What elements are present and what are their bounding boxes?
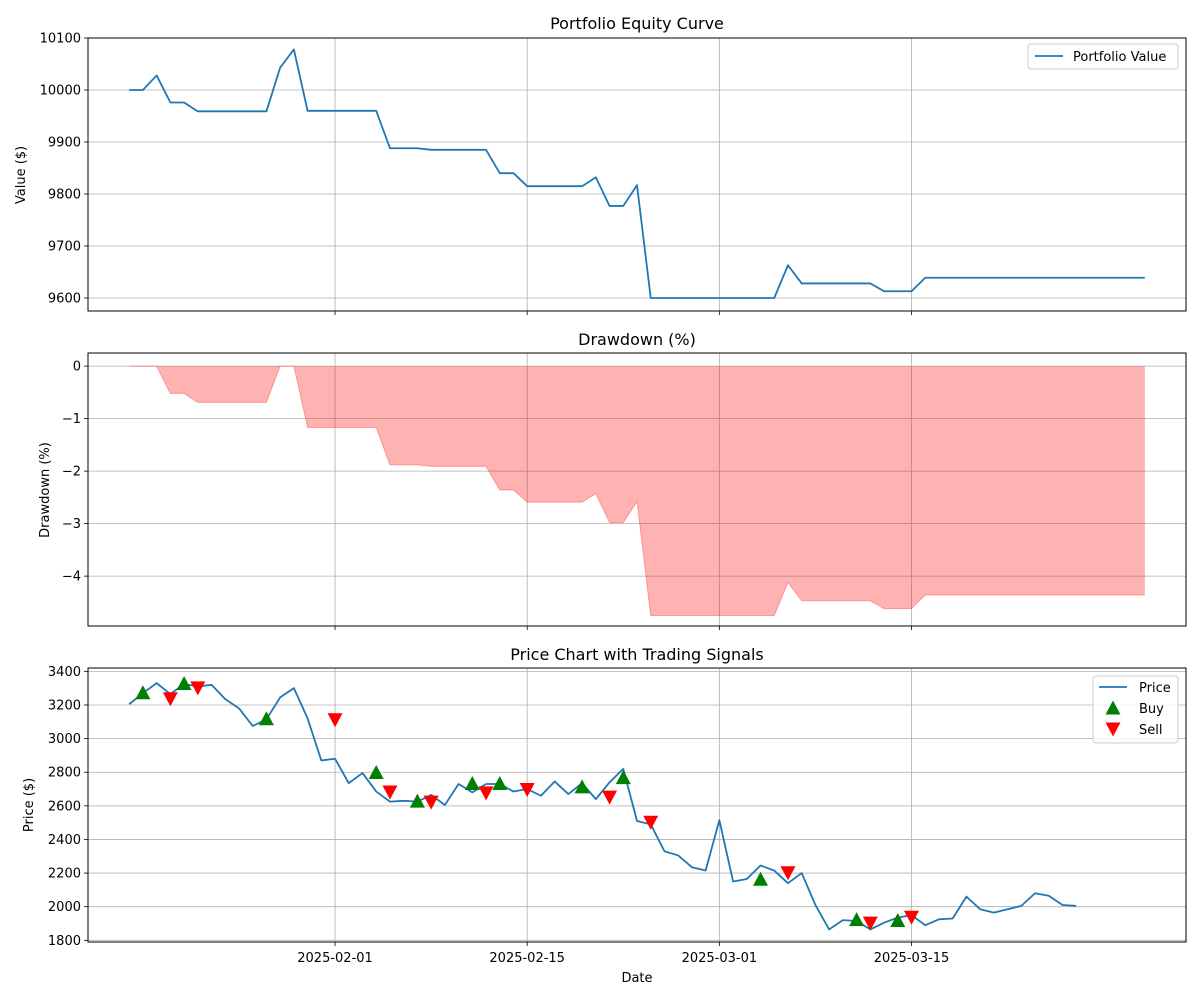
x-tick-label: 2025-02-01 xyxy=(297,951,373,966)
price-plot-area xyxy=(128,675,1077,931)
price-x-ticks: 2025-02-01 2025-02-15 2025-03-01 2025-03-15 xyxy=(297,942,949,966)
y-tick-label: 3000 xyxy=(48,732,81,747)
sell-signal-marker xyxy=(423,795,439,810)
sell-signal-marker xyxy=(904,910,919,925)
x-tick-label: 2025-03-01 xyxy=(682,951,758,966)
buy-signal-marker xyxy=(258,711,274,726)
sell-legend-marker xyxy=(1105,722,1121,737)
equity-chart-title: Portfolio Equity Curve xyxy=(550,14,724,33)
equity-legend-label: Portfolio Value xyxy=(1073,50,1166,65)
price-grid xyxy=(88,668,1186,942)
sell-signal-marker xyxy=(478,786,494,801)
y-tick-label: 9700 xyxy=(48,240,81,255)
y-tick-label: 1800 xyxy=(48,934,81,949)
equity-legend: Portfolio Value xyxy=(1027,43,1179,70)
buy-signal-marker xyxy=(409,793,425,808)
equity-y-axis-label: Value ($) xyxy=(14,146,29,204)
sell-signal-marker xyxy=(643,815,659,830)
y-tick-label: 9900 xyxy=(48,136,81,151)
y-tick-label: 10100 xyxy=(40,32,81,47)
price-legend-label-price: Price xyxy=(1139,681,1171,696)
buy-signal-marker xyxy=(890,912,906,927)
equity-axes-frame xyxy=(87,37,1187,312)
buy-signal-marker xyxy=(574,779,590,794)
sell-signal-marker xyxy=(780,866,796,881)
sell-signal-marker xyxy=(382,785,398,800)
y-tick-label: 0 xyxy=(73,360,81,375)
drawdown-area xyxy=(129,366,1145,616)
equity-plot-area xyxy=(129,48,1145,299)
price-signals-panel: Price Chart with Trading Signals 1800 200… xyxy=(22,645,1187,986)
drawdown-x-ticks xyxy=(334,626,912,630)
buy-signal-marker xyxy=(464,775,480,790)
y-tick-label: −4 xyxy=(62,570,81,585)
price-chart-title: Price Chart with Trading Signals xyxy=(510,645,763,664)
x-tick-label: 2025-03-15 xyxy=(874,951,950,966)
drawdown-chart-title: Drawdown (%) xyxy=(578,330,696,349)
price-y-axis-label: Price ($) xyxy=(22,778,37,832)
x-tick-label: 2025-02-15 xyxy=(489,951,565,966)
sell-signal-marker xyxy=(862,916,878,931)
price-x-axis-label: Date xyxy=(621,971,652,986)
sell-signal-marker xyxy=(162,692,178,707)
buy-legend-marker xyxy=(1105,700,1121,715)
y-tick-label: 9800 xyxy=(48,188,81,203)
y-tick-label: 9600 xyxy=(48,292,81,307)
y-tick-label: 2000 xyxy=(48,900,81,915)
drawdown-edge-line xyxy=(129,365,1145,616)
price-axes-frame xyxy=(87,667,1187,943)
equity-curve-panel: Portfolio Equity Curve 9600 9700 9800 9900 1… xyxy=(14,14,1187,315)
portfolio-value-line xyxy=(129,48,1145,299)
equity-x-ticks xyxy=(334,311,912,315)
y-tick-label: −3 xyxy=(62,517,81,532)
y-tick-label: 10000 xyxy=(40,84,81,99)
drawdown-grid xyxy=(88,353,1186,626)
sell-signal-marker xyxy=(190,681,206,696)
buy-signal-marker xyxy=(849,912,865,927)
drawdown-y-axis-label: Drawdown (%) xyxy=(38,442,53,538)
price-legend: Price Buy Sell xyxy=(1092,675,1179,744)
buy-signal-marker xyxy=(176,675,192,690)
buy-signal-marker xyxy=(135,685,151,700)
buy-signal-marker xyxy=(753,871,769,886)
buy-signal-marker xyxy=(615,770,631,785)
price-y-ticks: 1800 2000 2200 2400 2600 2800 3000 3200 3400 xyxy=(48,665,88,949)
sell-signal-marker xyxy=(602,790,618,805)
sell-signal-marker xyxy=(519,783,535,798)
y-tick-label: 2400 xyxy=(48,833,81,848)
price-legend-label-sell: Sell xyxy=(1139,723,1162,738)
y-tick-label: 2200 xyxy=(48,867,81,882)
y-tick-label: 3200 xyxy=(48,698,81,713)
buy-signal-marker xyxy=(368,765,384,780)
y-tick-label: −1 xyxy=(62,412,81,427)
drawdown-plot-area xyxy=(129,365,1145,616)
y-tick-label: 2800 xyxy=(48,766,81,781)
price-legend-label-buy: Buy xyxy=(1139,702,1164,717)
y-tick-label: 3400 xyxy=(48,665,81,680)
equity-legend-box xyxy=(1027,43,1179,70)
drawdown-y-ticks: 0 −1 −2 −3 −4 xyxy=(62,360,88,585)
equity-y-ticks: 9600 9700 9800 9900 10000 10100 xyxy=(40,32,88,307)
drawdown-axes-frame xyxy=(87,352,1187,627)
y-tick-label: 2600 xyxy=(48,799,81,814)
y-tick-label: −2 xyxy=(62,465,81,480)
sell-signal-marker xyxy=(327,713,343,728)
drawdown-panel: Drawdown (%) 0 −1 −2 −3 −4 Drawdown (%) xyxy=(38,330,1187,630)
buy-signal-marker xyxy=(492,775,508,790)
